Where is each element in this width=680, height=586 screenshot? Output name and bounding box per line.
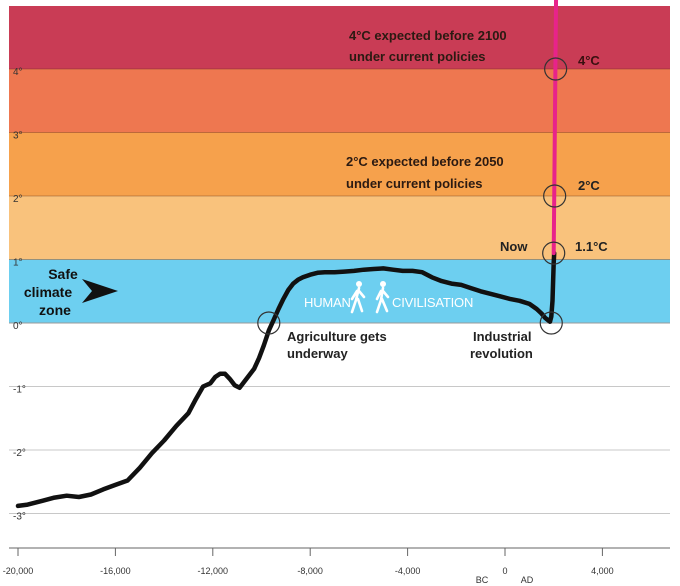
era-label-bc: BC (476, 575, 489, 585)
four-degree-note-line2: under current policies (349, 49, 486, 64)
x-tick-label: -8,000 (297, 566, 323, 576)
y-tick-label: 3° (13, 131, 23, 142)
band-2 (9, 132, 670, 196)
civilisation-label-right: CIVILISATION (392, 295, 473, 310)
era-label-ad: AD (521, 575, 534, 585)
x-tick-label: -12,000 (198, 566, 229, 576)
safe-zone-label-line3: zone (39, 302, 71, 318)
y-tick-label: 0° (13, 321, 23, 332)
highlight-circle-3 (543, 184, 567, 208)
highlight-circle-1 (539, 311, 563, 335)
band-1 (9, 196, 670, 260)
x-tick-label: -20,000 (3, 566, 34, 576)
industrial-label-line1: Industrial (473, 329, 532, 344)
label-4c: 4°C (578, 53, 600, 68)
x-tick-label: -4,000 (395, 566, 421, 576)
agriculture-label-line1: Agriculture gets (287, 329, 387, 344)
series-line-1 (551, 0, 559, 256)
now-label: Now (500, 239, 528, 254)
label-2c: 2°C (578, 178, 600, 193)
arrow-right-icon (82, 279, 118, 303)
y-tick-label: -2° (13, 448, 26, 459)
temperature-bands (9, 6, 670, 323)
y-axis: 4° 3° 2° 1° 0° -1° -2° -3° (13, 67, 26, 523)
walking-people-icon (350, 281, 390, 314)
safe-zone-label-line1: Safe (48, 266, 78, 282)
safe-zone-label-line2: climate (24, 284, 72, 300)
four-degree-note-line1: 4°C expected before 2100 (349, 28, 507, 43)
x-tick-label: -16,000 (100, 566, 131, 576)
highlight-circle-2 (542, 241, 566, 265)
gridlines (9, 68, 670, 514)
two-degree-note-line1: 2°C expected before 2050 (346, 154, 504, 169)
x-tick-label: 0 (502, 566, 507, 576)
y-tick-label: -3° (13, 512, 26, 523)
y-tick-label: 2° (13, 194, 23, 205)
agriculture-label-line2: underway (287, 346, 348, 361)
marker-group (257, 57, 568, 335)
industrial-label-line2: revolution (470, 346, 533, 361)
highlight-circle-4 (544, 57, 568, 81)
y-tick-label: 4° (13, 67, 23, 78)
x-axis: -20,000 -16,000 -12,000 -8,000 -4,000 0 4,000 B… (3, 547, 670, 585)
series-group (15, 0, 559, 509)
civilisation-label-left: HUMAN (304, 295, 351, 310)
y-tick-label: -1° (13, 385, 26, 396)
y-tick-label: 1° (13, 258, 23, 269)
band-3 (9, 69, 670, 133)
highlight-circle-0 (257, 311, 281, 335)
band-4 (9, 6, 670, 69)
x-tick-label: 4,000 (591, 566, 614, 576)
series-line-0 (15, 250, 557, 509)
two-degree-note-line2: under current policies (346, 176, 483, 191)
label-1-1c: 1.1°C (575, 239, 608, 254)
